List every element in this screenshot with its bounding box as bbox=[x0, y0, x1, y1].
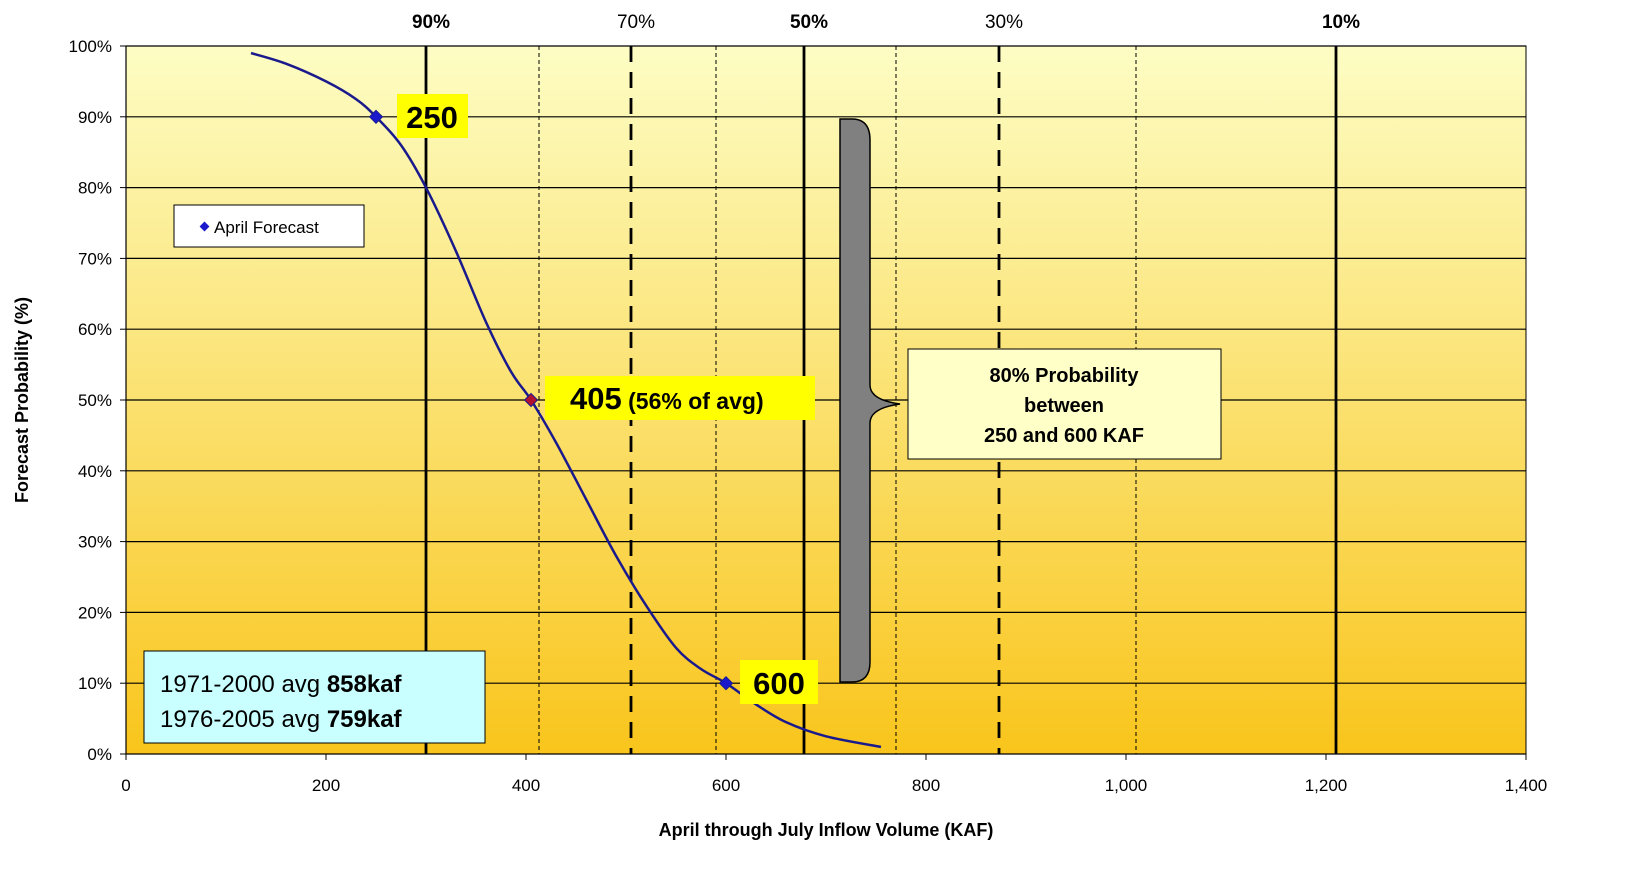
range-callout: 80% Probability between 250 and 600 KAF bbox=[907, 348, 1222, 460]
label-600-highlight bbox=[740, 660, 818, 704]
x-tick-label-6: 1,200 bbox=[1305, 776, 1348, 795]
reference-line-labels: 90% 70% 50% 30% 10% bbox=[412, 12, 1360, 33]
label-405-value: 405 bbox=[570, 381, 622, 416]
average-line-1-value: 858kaf bbox=[327, 671, 403, 698]
label-405-highlight bbox=[545, 376, 815, 420]
x-tick-label-4: 800 bbox=[912, 776, 940, 795]
average-line-2-prefix: 1976-2005 avg bbox=[160, 706, 327, 733]
x-tick-label-5: 1,000 bbox=[1105, 776, 1148, 795]
label-600-text: 600 bbox=[753, 666, 805, 701]
y-tick-label-10: 100% bbox=[69, 37, 112, 56]
y-tick-label-3: 30% bbox=[78, 533, 112, 552]
label-405: 405 (56% of avg) bbox=[545, 376, 815, 420]
y-tick-label-1: 10% bbox=[78, 674, 112, 693]
reference-line-label-4: 50% bbox=[790, 12, 828, 33]
label-405-suffix: (56% of avg) bbox=[622, 388, 764, 414]
legend: April Forecast bbox=[173, 204, 365, 248]
y-axis-ticks: 0% 10% 20% 30% 40% 50% 60% 70% 80% 90% 100% bbox=[69, 37, 126, 764]
range-brace bbox=[839, 118, 901, 683]
y-tick-label-8: 80% bbox=[78, 179, 112, 198]
forecast-marker-2 bbox=[718, 675, 734, 691]
label-250: 250 bbox=[397, 94, 468, 138]
legend-marker bbox=[199, 221, 210, 232]
range-callout-line-1: 80% Probability bbox=[990, 365, 1140, 387]
y-tick-label-2: 20% bbox=[78, 603, 112, 622]
y-tick-label-9: 90% bbox=[78, 108, 112, 127]
legend-entry-april-forecast: April Forecast bbox=[214, 218, 319, 237]
range-callout-line-2: between bbox=[1024, 395, 1104, 417]
label-405-text: 405 (56% of avg) bbox=[570, 381, 764, 416]
average-line-1-prefix: 1971-2000 avg bbox=[160, 671, 327, 698]
x-tick-label-3: 600 bbox=[712, 776, 740, 795]
range-callout-box bbox=[907, 348, 1222, 460]
x-axis-title: April through July Inflow Volume (KAF) bbox=[659, 820, 994, 840]
label-250-text: 250 bbox=[406, 100, 458, 135]
series-line-april-forecast bbox=[250, 51, 882, 749]
x-tick-label-2: 400 bbox=[512, 776, 540, 795]
y-tick-label-5: 50% bbox=[78, 391, 112, 410]
label-600: 600 bbox=[740, 660, 818, 704]
range-callout-line-3: 250 and 600 KAF bbox=[984, 425, 1144, 447]
reference-line-label-8: 10% bbox=[1322, 12, 1360, 33]
x-axis-ticks: 0 200 400 600 800 1,000 1,200 1,400 bbox=[121, 754, 1547, 795]
average-info-box: 1971-2000 avg 858kaf 1976-2005 avg 759ka… bbox=[143, 650, 486, 744]
label-250-highlight bbox=[397, 94, 468, 138]
x-tick-label-7: 1,400 bbox=[1505, 776, 1548, 795]
reference-line-label-2: 70% bbox=[617, 12, 655, 33]
forecast-marker-1 bbox=[523, 392, 539, 408]
y-tick-label-7: 70% bbox=[78, 249, 112, 268]
y-tick-label-0: 0% bbox=[87, 745, 112, 764]
average-line-2-value: 759kaf bbox=[327, 706, 403, 733]
forecast-markers bbox=[368, 109, 734, 691]
average-line-2: 1976-2005 avg 759kaf bbox=[160, 706, 403, 733]
y-tick-label-6: 60% bbox=[78, 320, 112, 339]
average-line-1: 1971-2000 avg 858kaf bbox=[160, 671, 403, 698]
y-tick-label-4: 40% bbox=[78, 462, 112, 481]
average-info-box-bg bbox=[143, 650, 486, 744]
forecast-marker-0 bbox=[368, 109, 384, 125]
reference-line-label-0: 90% bbox=[412, 12, 450, 33]
x-tick-label-0: 0 bbox=[121, 776, 130, 795]
reference-line-label-6: 30% bbox=[985, 12, 1023, 33]
y-axis-title: Forecast Probability (%) bbox=[12, 297, 32, 503]
x-tick-label-1: 200 bbox=[312, 776, 340, 795]
